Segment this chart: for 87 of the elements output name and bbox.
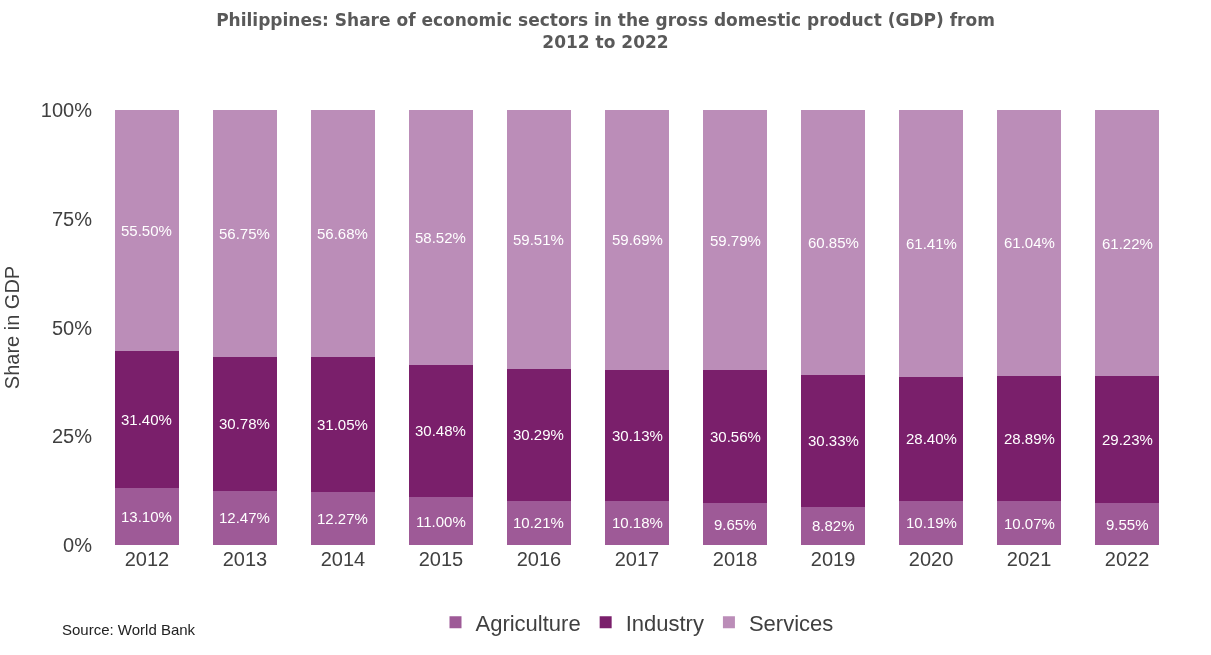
data-label: 30.48% bbox=[415, 422, 466, 439]
data-label: 10.19% bbox=[906, 514, 957, 531]
data-label: 61.04% bbox=[1004, 234, 1055, 251]
bar bbox=[605, 369, 669, 501]
data-label: 55.50% bbox=[121, 222, 172, 239]
data-label: 12.47% bbox=[219, 509, 270, 526]
bar bbox=[997, 375, 1061, 502]
y-tick-label: 100% bbox=[40, 99, 93, 121]
data-label: 9.65% bbox=[714, 516, 757, 533]
bar bbox=[1095, 110, 1159, 377]
source-note: Source: World Bank bbox=[62, 621, 196, 638]
data-label: 12.27% bbox=[317, 510, 368, 527]
legend-label: Services bbox=[748, 610, 834, 636]
bar bbox=[997, 501, 1061, 545]
bar bbox=[605, 110, 669, 370]
data-label: 59.51% bbox=[513, 231, 564, 248]
bar bbox=[115, 488, 179, 545]
data-label: 31.05% bbox=[317, 416, 368, 433]
x-tick-label: 2015 bbox=[418, 548, 464, 570]
bar bbox=[899, 377, 963, 501]
data-label: 61.41% bbox=[906, 235, 957, 252]
bar bbox=[507, 368, 571, 501]
data-label: 30.29% bbox=[513, 426, 564, 443]
data-label: 60.85% bbox=[808, 234, 859, 251]
bar bbox=[1095, 376, 1159, 504]
x-tick-label: 2020 bbox=[908, 548, 954, 570]
bar bbox=[409, 497, 473, 545]
bar bbox=[997, 110, 1061, 376]
bar bbox=[703, 110, 767, 371]
y-tick-label: 0% bbox=[63, 534, 93, 556]
bar bbox=[899, 110, 963, 378]
data-label: 59.69% bbox=[612, 231, 663, 248]
bar bbox=[311, 356, 375, 492]
data-label: 9.55% bbox=[1106, 516, 1149, 533]
bar bbox=[899, 500, 963, 545]
bar bbox=[801, 374, 865, 507]
data-label: 28.40% bbox=[906, 430, 957, 447]
bar bbox=[213, 356, 277, 491]
data-label: 61.22% bbox=[1102, 235, 1153, 252]
x-tick-label: 2021 bbox=[1006, 548, 1052, 570]
data-label: 30.13% bbox=[612, 427, 663, 444]
bar bbox=[213, 490, 277, 545]
y-axis-title: Share in GDP bbox=[1, 265, 24, 390]
bar bbox=[311, 491, 375, 545]
data-label: 28.89% bbox=[1004, 430, 1055, 447]
bar bbox=[507, 110, 571, 369]
data-label: 10.18% bbox=[612, 514, 663, 531]
data-label: 30.33% bbox=[808, 432, 859, 449]
bar bbox=[115, 110, 179, 352]
data-label: 8.82% bbox=[812, 517, 855, 534]
bar bbox=[507, 500, 571, 545]
y-tick-label: 50% bbox=[51, 316, 93, 339]
x-tick-label: 2018 bbox=[712, 548, 758, 570]
data-label: 30.56% bbox=[710, 428, 761, 445]
data-label: 30.78% bbox=[219, 415, 270, 432]
bar bbox=[409, 110, 473, 365]
data-label: 58.52% bbox=[415, 229, 466, 246]
legend-label: Industry bbox=[625, 610, 704, 636]
data-label: 10.21% bbox=[513, 514, 564, 531]
bar bbox=[801, 110, 865, 375]
x-tick-label: 2013 bbox=[222, 548, 268, 570]
x-tick-label: 2017 bbox=[614, 548, 660, 570]
y-tick-label: 75% bbox=[51, 207, 93, 230]
y-tick-label: 25% bbox=[51, 425, 93, 448]
data-label: 11.00% bbox=[416, 513, 466, 530]
bar bbox=[605, 500, 669, 545]
x-tick-label: 2012 bbox=[124, 548, 170, 570]
bar bbox=[703, 370, 767, 504]
data-label: 10.07% bbox=[1004, 515, 1055, 532]
x-tick-label: 2016 bbox=[516, 548, 562, 570]
data-label: 56.68% bbox=[317, 225, 368, 242]
data-label: 56.75% bbox=[219, 225, 270, 242]
data-label: 13.10% bbox=[121, 508, 172, 525]
data-label: 29.23% bbox=[1102, 431, 1153, 448]
x-tick-label: 2019 bbox=[810, 548, 856, 570]
chart-title: Philippines: Share of economic sectors in the gross domestic product (GDP) from 2012 to 2022 bbox=[216, 10, 995, 53]
data-label: 59.79% bbox=[710, 232, 761, 249]
bar bbox=[115, 351, 179, 489]
bar bbox=[703, 503, 767, 545]
x-tick-label: 2014 bbox=[320, 548, 366, 570]
bar bbox=[409, 364, 473, 498]
bar bbox=[213, 110, 277, 357]
data-label: 31.40% bbox=[121, 411, 172, 428]
legend-label: Agriculture bbox=[475, 610, 581, 636]
x-tick-label: 2022 bbox=[1104, 548, 1150, 570]
bar bbox=[1095, 503, 1159, 545]
bar bbox=[311, 110, 375, 357]
